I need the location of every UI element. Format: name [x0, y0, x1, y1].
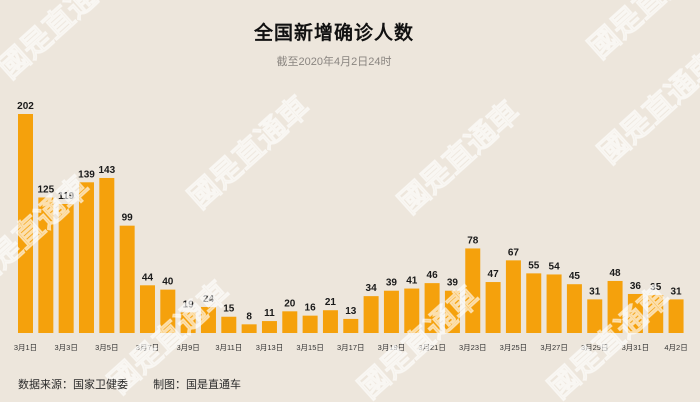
x-tick-label: 3月27日	[540, 343, 568, 352]
bar-value-label: 39	[447, 278, 459, 289]
bar-series	[18, 114, 684, 333]
bar-value-label: 13	[345, 306, 357, 317]
bar	[139, 285, 155, 333]
chart-credit: 制图：国是直通车	[153, 379, 242, 391]
bar-value-label: 48	[610, 268, 622, 279]
bar-value-label: 143	[98, 165, 115, 176]
bar	[566, 284, 582, 333]
bar-value-label: 31	[589, 286, 601, 297]
x-tick-label: 3月15日	[296, 343, 324, 352]
x-tick-label: 3月21日	[418, 343, 446, 352]
x-tick-label: 3月25日	[500, 343, 528, 352]
bar	[526, 273, 542, 333]
x-tick-label: 3月7日	[136, 343, 159, 352]
x-tick-label: 3月31日	[622, 343, 650, 352]
bar-value-label: 46	[427, 270, 439, 281]
bar	[180, 312, 196, 333]
bar-value-label: 99	[122, 213, 134, 224]
watermark-text: 國是直通車	[182, 90, 317, 216]
bar	[38, 197, 54, 333]
bar	[78, 182, 94, 333]
watermark-text: 國是直通車	[0, 0, 127, 86]
bar	[99, 177, 115, 333]
x-tick-label: 3月13日	[256, 343, 284, 352]
bar-value-label: 36	[630, 281, 642, 292]
bar-value-label: 119	[58, 191, 75, 202]
bar	[241, 324, 257, 333]
bar-value-label: 8	[246, 311, 252, 322]
bar-value-label: 35	[650, 282, 662, 293]
bar	[363, 296, 379, 333]
bar	[343, 318, 359, 333]
chart-title: 全国新增确诊人数	[253, 23, 414, 44]
bar-value-label: 34	[366, 283, 378, 294]
bar	[607, 280, 623, 333]
watermark-text: 國是直通車	[392, 95, 527, 221]
watermark-text: 國是直通車	[582, 0, 700, 66]
bar-value-label: 125	[37, 184, 54, 195]
bar	[261, 321, 277, 333]
bar	[587, 299, 603, 333]
x-axis-tick-labels: 3月1日 3月3日 3月5日 3月7日 3月9日 3月11日 3月13日 3月15日 3月17日…	[14, 343, 688, 352]
bar	[505, 260, 521, 333]
watermark-text: 國是直通車	[592, 45, 700, 171]
bar	[648, 295, 664, 333]
x-tick-label: 3月5日	[95, 343, 118, 352]
bar	[424, 283, 440, 333]
bar-value-label: 78	[467, 235, 479, 246]
x-tick-label: 3月17日	[337, 343, 365, 352]
bar-value-label: 15	[223, 304, 235, 315]
bar	[627, 293, 643, 333]
bar-value-label: 41	[406, 276, 418, 287]
footer: 数据来源：国家卫健委 制图：国是直通车	[18, 376, 241, 392]
bar-value-label: 54	[549, 261, 561, 272]
bar	[485, 282, 501, 333]
bar	[444, 290, 460, 333]
bar	[404, 288, 420, 333]
x-tick-label: 3月11日	[215, 343, 242, 352]
x-tick-label: 4月2日	[664, 343, 687, 352]
bar	[668, 299, 684, 333]
bar-value-label: 67	[508, 247, 520, 258]
bar	[18, 114, 33, 333]
bar	[302, 315, 318, 333]
x-tick-label: 3月3日	[54, 343, 77, 352]
bar-value-label: 21	[325, 297, 337, 308]
x-tick-label: 3月19日	[378, 343, 406, 352]
x-tick-label: 3月23日	[459, 343, 487, 352]
bar-value-label: 31	[670, 286, 682, 297]
x-tick-label: 3月1日	[14, 343, 37, 352]
bar	[119, 225, 135, 333]
bar	[465, 248, 481, 333]
bar	[200, 306, 216, 333]
bar-value-label: 39	[386, 278, 398, 289]
bar	[221, 316, 237, 333]
bar	[546, 274, 562, 333]
bar	[282, 311, 298, 333]
bar-value-label: 16	[305, 303, 317, 314]
bar	[160, 289, 176, 333]
x-tick-label: 3月29日	[581, 343, 609, 352]
bar	[383, 290, 399, 333]
bar-value-label: 47	[488, 269, 500, 280]
bar-value-label: 24	[203, 294, 215, 305]
bar-value-label: 44	[142, 272, 154, 283]
bar	[58, 203, 74, 333]
bar-value-label: 19	[183, 299, 195, 310]
bar-value-label: 139	[78, 169, 95, 180]
chart-subtitle: 截至2020年4月2日24时	[276, 56, 392, 68]
bar-value-label: 11	[264, 308, 275, 319]
bar-value-label: 202	[17, 101, 34, 112]
bar	[322, 310, 338, 333]
data-source: 数据来源：国家卫健委	[18, 379, 128, 391]
bar-value-label: 40	[162, 277, 174, 288]
bar-value-label: 45	[569, 271, 581, 282]
x-tick-label: 3月9日	[176, 343, 199, 352]
bar-value-label: 20	[284, 298, 296, 309]
bar-value-label: 55	[528, 260, 540, 271]
